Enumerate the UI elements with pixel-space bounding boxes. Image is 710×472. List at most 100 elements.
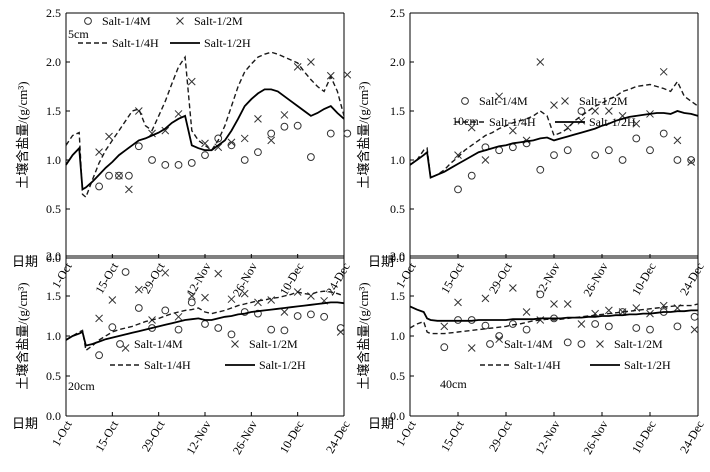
data-point-circle [467, 171, 476, 180]
data-point-x [240, 289, 249, 298]
y-tick-label: 0.5 [46, 202, 61, 216]
x-tick-label: 12-Nov [183, 418, 213, 457]
x-tick-label: 26-Nov [580, 418, 610, 457]
x-mark-stroke [280, 111, 289, 119]
x-mark-stroke [227, 295, 236, 304]
x-mark-stroke [509, 284, 517, 292]
x-axis-title: 日期 [12, 254, 38, 269]
x-mark-stroke [134, 107, 143, 115]
data-point-x [467, 123, 476, 132]
x-mark-stroke [214, 143, 223, 152]
x-tick-label: 24-Dec [323, 260, 353, 298]
x-tick-label: 29-Oct [139, 418, 168, 454]
data-point-x [108, 296, 117, 304]
x-mark-stroke [95, 314, 103, 323]
data-point-x [687, 158, 695, 166]
data-point-circle [577, 107, 586, 115]
data-point-circle [536, 290, 545, 299]
data-point-x [161, 126, 170, 135]
y-tick-label: 1.0 [390, 329, 405, 343]
x-mark-stroke [440, 322, 449, 331]
data-point-x [509, 126, 517, 135]
data-point-circle [201, 151, 209, 160]
data-point-circle [687, 156, 696, 164]
data-point-circle [307, 310, 315, 319]
y-axis-title: 土壤含盐量/(g/cm³) [15, 282, 30, 389]
legend-item: Salt-1/2H [170, 36, 251, 50]
y-tick-label: 2.0 [46, 249, 61, 263]
x-mark-stroke [307, 58, 315, 66]
x-tick-label: 12-Nov [183, 260, 213, 299]
x-tick-label: 24-Dec [677, 418, 707, 456]
data-point-circle [646, 146, 654, 155]
data-point-x [201, 293, 209, 302]
data-point-circle [227, 330, 236, 339]
legend-item: Salt-1/2H [590, 358, 671, 372]
data-point-circle [673, 156, 682, 164]
data-point-x [509, 284, 517, 292]
chart-panel-1: 0.00.51.01.52.02.51-Oct 15-Oct 29-Oct 12-No… [356, 6, 707, 299]
x-tick-label: 15-Oct [92, 260, 121, 296]
data-point-circle [254, 148, 262, 157]
legend-label: Salt-1/2M [614, 337, 663, 351]
data-point-circle [522, 325, 531, 334]
data-point-circle [632, 134, 641, 143]
y-tick-label: 1.0 [46, 329, 61, 343]
x-tick-label: 12-Nov [532, 418, 562, 457]
y-tick-label: 0.0 [390, 251, 405, 265]
data-point-circle [604, 322, 613, 331]
x-mark-stroke [105, 132, 113, 141]
y-tick-label: 2.0 [46, 55, 61, 69]
legend-item: Salt-1/2M [231, 337, 298, 351]
chart-panel-0: 0.00.51.01.52.02.51-Oct 15-Oct 29-Oct 12-No… [12, 6, 353, 299]
legend-item: Salt-1/2M [561, 94, 628, 108]
x-mark-stroke [174, 110, 183, 118]
data-point-x [336, 328, 345, 336]
legend-label: Salt-1/4H [144, 358, 191, 372]
data-point-circle [320, 312, 329, 321]
x-mark-stroke [187, 292, 196, 300]
y-tick-label: 0.0 [390, 409, 405, 423]
legend-label: Salt-1/4H [112, 36, 159, 50]
data-point-circle [343, 129, 352, 138]
data-point-circle [495, 332, 504, 340]
x-mark-stroke [690, 325, 699, 334]
panel-depth-label: 5cm [68, 27, 89, 41]
data-point-circle [187, 298, 196, 307]
x-tick-label: 10-Dec [629, 260, 659, 298]
data-point-x [161, 268, 170, 277]
data-point-circle [240, 156, 249, 164]
data-point-x [495, 335, 503, 344]
x-mark-stroke [467, 344, 476, 352]
x-mark-stroke [201, 139, 209, 148]
panel-depth-label: 40cm [440, 377, 467, 391]
y-tick-label: 2.0 [390, 249, 405, 263]
data-point-x [187, 77, 196, 86]
y-tick-label: 0.0 [46, 409, 61, 423]
legend-item: Salt-1/4H [78, 36, 159, 50]
x-mark-stroke [293, 63, 302, 71]
data-point-x [95, 148, 103, 157]
x-mark-stroke [495, 335, 503, 344]
legend-label: Salt-1/4M [504, 337, 553, 351]
data-point-circle [214, 324, 223, 332]
data-point-circle [214, 134, 223, 143]
data-point-x [550, 101, 558, 109]
data-point-x [454, 151, 462, 159]
data-point-circle [95, 182, 103, 191]
legend-item: Salt-1/2M [176, 14, 243, 28]
y-tick-label: 1.0 [390, 153, 405, 167]
data-point-circle [174, 325, 183, 334]
x-tick-label: 10-Dec [629, 418, 659, 456]
series-line-salt-1-2h [65, 88, 345, 191]
data-point-circle [121, 268, 130, 276]
y-axis-title: 土壤含盐量/(g/cm³) [356, 282, 371, 389]
data-point-x [522, 136, 531, 145]
x-mark-stroke [134, 285, 143, 294]
x-mark-stroke [481, 294, 490, 303]
y-tick-label: 2.5 [390, 6, 405, 20]
data-point-x [690, 325, 699, 334]
data-point-x [267, 296, 276, 304]
data-point-circle [161, 306, 170, 315]
